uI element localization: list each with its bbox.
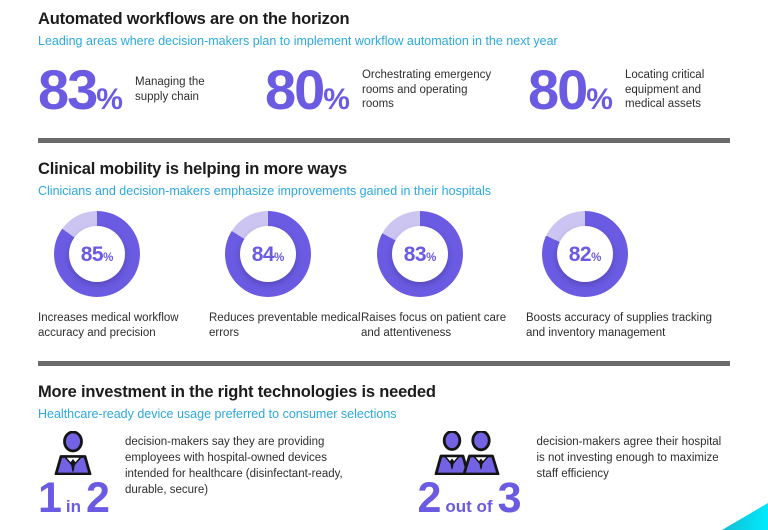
donut-col-medical-errors: 84% Reduces preventable medical errors bbox=[209, 211, 361, 341]
ratio-stats-row: 1 in 2 decision-makers say they are provid… bbox=[38, 431, 730, 520]
section-subtitle: Leading areas where decision-makers plan… bbox=[38, 34, 558, 48]
ratio-block: 2 out of 3 bbox=[417, 431, 521, 523]
percent-sign: % bbox=[96, 83, 123, 116]
donut-chart: 84% bbox=[225, 211, 311, 297]
percent-sign: % bbox=[586, 83, 613, 116]
section-subtitle: Clinicians and decision-makers emphasize… bbox=[38, 184, 491, 198]
donut-hole: 82% bbox=[557, 226, 613, 282]
donut-col-patient-care: 83% Raises focus on patient care and att… bbox=[361, 211, 526, 341]
ratio-value: 1 in 2 bbox=[38, 474, 110, 523]
section-clinical-mobility: Clinical mobility is helping in more way… bbox=[38, 160, 730, 341]
percent-sign: % bbox=[591, 251, 602, 264]
donut-value: 85% bbox=[80, 242, 114, 266]
donut-caption: Raises focus on patient care and attenti… bbox=[361, 312, 507, 340]
donut-value: 83% bbox=[403, 242, 437, 266]
donut-charts-row: 85% Increases medical workflow accuracy … bbox=[38, 211, 730, 341]
stat-locating-equipment: 80% Locating critical equipment and medi… bbox=[528, 62, 730, 118]
stat-label: Managing the supply chain bbox=[134, 76, 205, 103]
stat-description: decision-makers agree their hospital is … bbox=[536, 436, 722, 481]
donut-hole: 85% bbox=[69, 226, 125, 282]
donut-chart: 83% bbox=[377, 211, 463, 297]
stat-label: Locating critical equipment and medical … bbox=[624, 68, 705, 111]
section-subtitle: Healthcare-ready device usage preferred … bbox=[38, 407, 397, 422]
donut-value: 84% bbox=[251, 242, 285, 266]
donut-col-supplies-tracking: 82% Boosts accuracy of supplies tracking… bbox=[526, 211, 730, 341]
donut-caption: Increases medical workflow accuracy and … bbox=[38, 312, 179, 340]
donut-chart: 82% bbox=[542, 211, 628, 297]
percent-sign: % bbox=[323, 83, 350, 116]
section-title: More investment in the right technologie… bbox=[38, 383, 436, 402]
stat-supply-chain: 83% Managing the supply chain bbox=[38, 62, 265, 118]
stat-value: 80% bbox=[265, 58, 350, 121]
ratio-block: 1 in 2 bbox=[38, 431, 110, 523]
stat-description: decision-makers say they are providing e… bbox=[124, 436, 343, 496]
percent-sign: % bbox=[103, 251, 114, 264]
donut-caption: Reduces preventable medical errors bbox=[209, 312, 361, 340]
section-investment: More investment in the right technologie… bbox=[38, 383, 730, 520]
big-stats-row: 83% Managing the supply chain 80% Orches… bbox=[38, 62, 730, 118]
two-persons-icon bbox=[434, 431, 504, 476]
section-divider bbox=[38, 361, 730, 367]
stat-value: 83% bbox=[38, 58, 123, 121]
stat-value: 80% bbox=[528, 58, 613, 121]
stat-hospital-owned-devices: 1 in 2 decision-makers say they are provid… bbox=[38, 431, 355, 520]
stat-staff-efficiency: 2 out of 3 decision-makers agree their hos… bbox=[417, 431, 730, 520]
donut-value: 82% bbox=[568, 242, 602, 266]
section-divider bbox=[38, 138, 730, 143]
donut-caption: Boosts accuracy of supplies tracking and… bbox=[526, 312, 713, 340]
donut-col-workflow-accuracy: 85% Increases medical workflow accuracy … bbox=[38, 211, 209, 341]
percent-sign: % bbox=[426, 251, 437, 264]
percent-sign: % bbox=[274, 251, 285, 264]
section-title: Clinical mobility is helping in more way… bbox=[38, 160, 348, 178]
person-icon bbox=[50, 431, 96, 476]
donut-hole: 83% bbox=[392, 226, 448, 282]
donut-hole: 84% bbox=[240, 226, 296, 282]
stat-orchestrating-rooms: 80% Orchestrating emergency rooms and op… bbox=[265, 62, 528, 118]
ratio-value: 2 out of 3 bbox=[417, 474, 521, 523]
donut-chart: 85% bbox=[54, 211, 140, 297]
stat-label: Orchestrating emergency rooms and operat… bbox=[361, 68, 492, 111]
section-automated-workflows: Automated workflows are on the horizon L… bbox=[38, 10, 730, 118]
section-title: Automated workflows are on the horizon bbox=[38, 10, 350, 28]
